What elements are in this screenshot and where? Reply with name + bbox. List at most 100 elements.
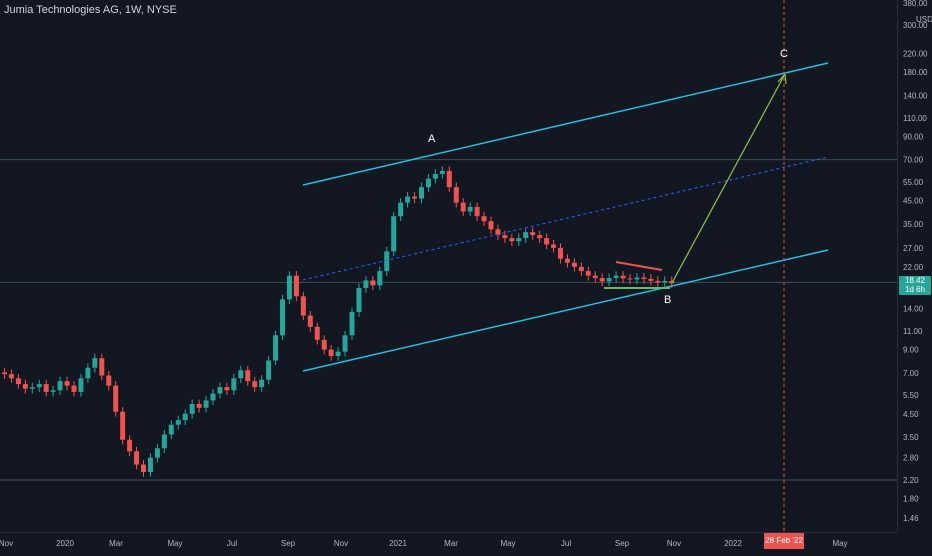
candle (307, 315, 313, 327)
candle (273, 335, 279, 361)
price-tick: 9.00 (903, 346, 919, 355)
time-tick: May (500, 539, 515, 548)
candle (655, 280, 661, 283)
candle (363, 280, 369, 289)
candle (120, 411, 126, 440)
candle (335, 351, 341, 356)
time-tick: Sep (615, 539, 630, 548)
price-tick: 5.50 (903, 391, 919, 400)
currency-label: USD (916, 15, 932, 24)
last-price-badge: 18.42 1d 6h (899, 276, 931, 295)
price-axis[interactable]: 380.00 300.00 220.00 180.00 140.00 110.00 90.0… (897, 0, 932, 532)
candle (224, 387, 230, 391)
wave-label-b: B (664, 294, 671, 306)
time-tick: Jul (561, 539, 571, 548)
candle (85, 367, 91, 379)
candle (203, 400, 209, 408)
channel-upper-line (302, 62, 829, 186)
date-marker-badge: 28 Feb '22 (764, 533, 804, 549)
candle (585, 271, 591, 276)
candle (231, 378, 237, 391)
candle (57, 381, 63, 391)
candle (168, 424, 174, 435)
candle (481, 216, 487, 222)
price-tick: 1.80 (903, 495, 919, 504)
candle (467, 206, 473, 212)
candle (523, 232, 529, 239)
price-tick: 27.00 (903, 244, 924, 253)
candle (259, 379, 265, 388)
candle (113, 385, 119, 412)
candle (300, 296, 306, 316)
price-tick: 180.00 (903, 68, 928, 77)
candle (356, 288, 362, 313)
time-tick: Nov (334, 539, 348, 548)
candle (127, 439, 133, 452)
candle (321, 339, 327, 350)
projection-arrowhead (777, 73, 787, 85)
candle (280, 299, 285, 336)
candle (620, 275, 626, 279)
candle (154, 448, 160, 458)
candle (474, 206, 480, 217)
price-tick: 140.00 (903, 91, 928, 100)
candle (669, 280, 675, 284)
chart-canvas[interactable]: A B C (0, 0, 897, 532)
resistance-trendline (615, 261, 663, 271)
time-tick: May (832, 539, 847, 548)
channel-lower-line (302, 249, 829, 372)
candle (92, 358, 98, 368)
candle (599, 277, 605, 282)
drawings[interactable] (302, 0, 829, 532)
candle (328, 349, 334, 356)
candle (15, 378, 21, 385)
candle (648, 278, 654, 281)
wave-label-a: A (428, 133, 436, 145)
candle (43, 384, 49, 392)
candle (425, 178, 431, 188)
candles (2, 166, 675, 477)
candle (147, 457, 153, 472)
price-tick: 35.00 (903, 220, 924, 229)
last-price-value: 18.42 (904, 276, 926, 285)
candle (22, 384, 28, 389)
candle (50, 390, 56, 392)
candle (502, 235, 508, 239)
candle (432, 173, 438, 179)
time-axis[interactable]: Nov 2020 Mar May Jul Sep Nov 2021 Mar May Jul Sep No… (0, 532, 897, 551)
price-tick: 380.00 (903, 0, 928, 8)
candle (349, 312, 355, 336)
candle (627, 278, 633, 280)
candle (141, 464, 146, 472)
candle (592, 275, 598, 278)
time-tick: Mar (109, 539, 123, 548)
candle (314, 326, 320, 340)
time-tick: May (167, 539, 182, 548)
candle (613, 275, 619, 278)
candle (558, 247, 563, 259)
candle (36, 384, 42, 388)
candle (405, 196, 411, 203)
candle (384, 251, 390, 272)
candle (419, 187, 424, 199)
last-price-countdown: 1d 6h (904, 285, 926, 294)
candle (537, 235, 543, 239)
projection-arrow-line (671, 73, 786, 284)
price-tick: 90.00 (903, 132, 924, 141)
candle (106, 375, 112, 386)
price-tick: 220.00 (903, 50, 928, 59)
time-tick: Sep (281, 539, 296, 548)
candle (78, 378, 84, 392)
candle (99, 358, 105, 376)
time-tick: 2022 (724, 539, 742, 548)
candle (370, 280, 376, 286)
candle (544, 238, 550, 245)
candle (266, 360, 272, 380)
candle (509, 238, 515, 242)
price-tick: 22.00 (903, 263, 924, 272)
candle (29, 387, 35, 389)
time-tick: 2021 (389, 539, 407, 548)
price-tick: 4.50 (903, 410, 919, 419)
price-tick: 11.00 (903, 327, 923, 336)
price-tick: 70.00 (903, 156, 924, 165)
